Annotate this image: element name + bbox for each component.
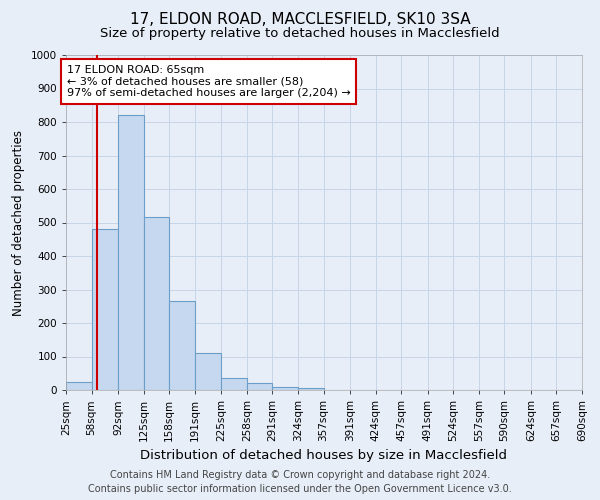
Y-axis label: Number of detached properties: Number of detached properties <box>12 130 25 316</box>
Bar <box>247 384 272 390</box>
Bar <box>92 229 118 390</box>
Bar <box>169 301 195 390</box>
Bar <box>298 388 323 390</box>
X-axis label: Distribution of detached houses by size in Macclesfield: Distribution of detached houses by size … <box>140 450 508 462</box>
Bar <box>195 353 221 390</box>
Text: 17, ELDON ROAD, MACCLESFIELD, SK10 3SA: 17, ELDON ROAD, MACCLESFIELD, SK10 3SA <box>130 12 470 28</box>
Text: Contains HM Land Registry data © Crown copyright and database right 2024.
Contai: Contains HM Land Registry data © Crown c… <box>88 470 512 494</box>
Bar <box>66 382 92 390</box>
Bar <box>118 116 143 390</box>
Bar <box>221 378 247 390</box>
Bar <box>143 218 169 390</box>
Bar <box>272 386 298 390</box>
Text: Size of property relative to detached houses in Macclesfield: Size of property relative to detached ho… <box>100 28 500 40</box>
Text: 17 ELDON ROAD: 65sqm
← 3% of detached houses are smaller (58)
97% of semi-detach: 17 ELDON ROAD: 65sqm ← 3% of detached ho… <box>67 65 350 98</box>
